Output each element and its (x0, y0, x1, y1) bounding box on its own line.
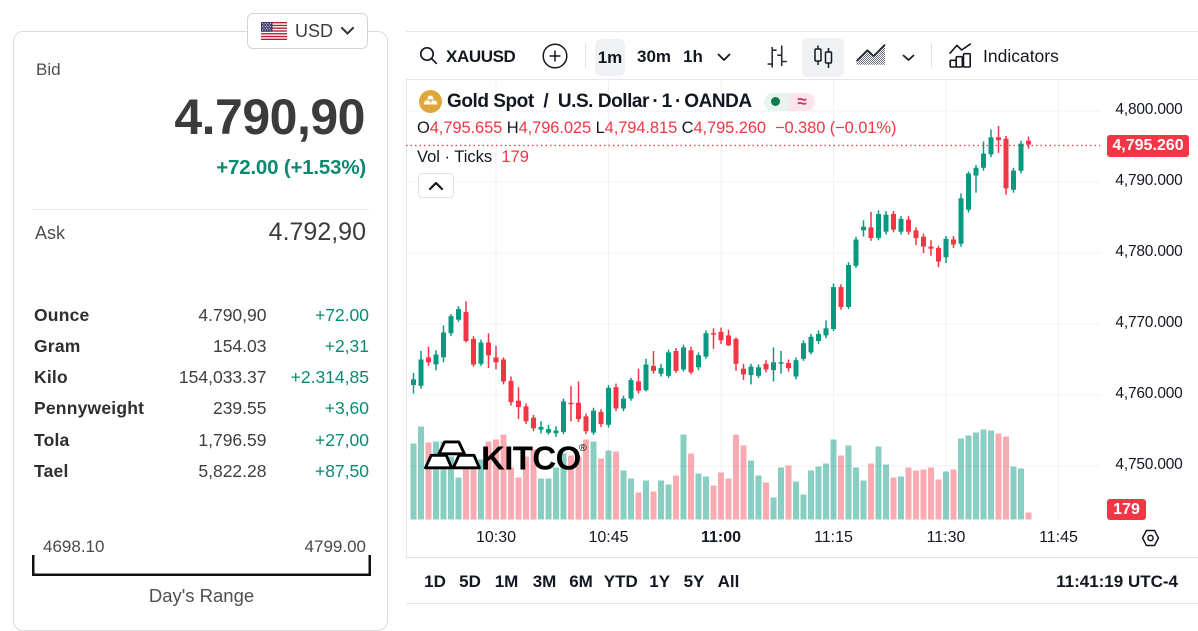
svg-text:®: ® (579, 442, 587, 454)
svg-text:KITCO: KITCO (481, 440, 581, 477)
